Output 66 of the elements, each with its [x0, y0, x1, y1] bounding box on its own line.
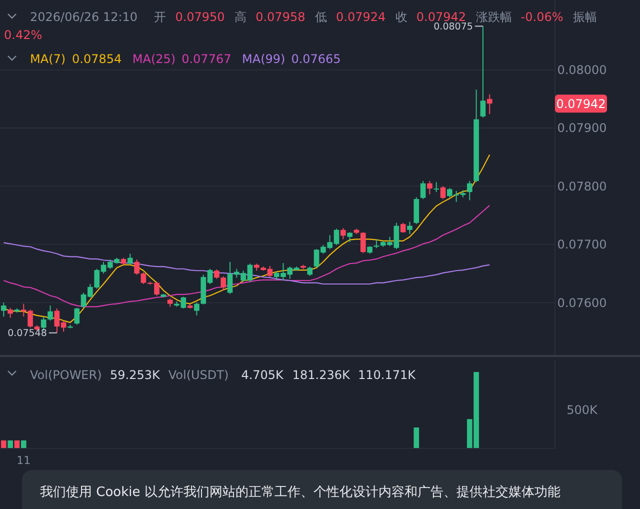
bar — [8, 440, 13, 448]
text: 11 — [16, 454, 31, 467]
y-tick-label: 0.07800 — [557, 179, 607, 194]
annotation: 0.07958 — [256, 10, 306, 24]
annotation: 0.42% — [4, 28, 42, 42]
bar — [14, 440, 20, 448]
annotation: 高 — [234, 10, 247, 24]
candlestick — [480, 26, 486, 118]
y-tick-label: 0.07700 — [557, 238, 607, 252]
annotation: Vol(USDT) — [168, 368, 229, 382]
annotation: 0.08075 — [434, 22, 473, 33]
bar — [20, 440, 26, 448]
annotation: 0.07854 — [72, 52, 122, 66]
bar — [414, 427, 420, 448]
annotation: 181.236K — [292, 368, 352, 382]
annotation: 110.171K — [358, 368, 417, 382]
candlestick — [414, 196, 420, 225]
candlestick — [8, 307, 13, 318]
candlestick — [407, 221, 412, 234]
text: MA(25) — [132, 52, 176, 66]
annotation: 4.705K — [241, 368, 285, 382]
candlestick — [307, 266, 313, 276]
text: MA(7) — [30, 52, 66, 66]
annotation: 59.253K — [110, 368, 161, 382]
annotation: 0.07942 — [416, 10, 466, 24]
candlestick — [420, 180, 426, 200]
text: 振幅 — [573, 10, 597, 24]
annotation: 低 — [315, 10, 327, 24]
candlestick — [48, 305, 53, 322]
annotation: 0.07924 — [336, 10, 386, 24]
annotation: 0.07548 — [8, 328, 47, 340]
candlestick — [486, 94, 492, 115]
annotation: 0.07665 — [291, 52, 341, 66]
candlestick — [466, 180, 472, 201]
candlestick — [220, 276, 226, 291]
candlestick — [347, 232, 352, 243]
candlestick — [74, 307, 80, 326]
y-tick-label: 0.08000 — [557, 63, 607, 78]
candlestick — [127, 253, 133, 266]
line-series — [3, 204, 490, 308]
candlestick — [214, 268, 220, 280]
candlestick — [427, 180, 432, 195]
annotation: 涨跌幅 — [476, 10, 512, 24]
annotation: 收 — [395, 10, 408, 24]
bar — [1, 440, 6, 448]
candlestick — [360, 232, 366, 254]
annotation: 0.07950 — [175, 10, 225, 24]
text: 0.07942 — [556, 96, 606, 111]
annotation: 2026/06/26 12:10 — [30, 10, 138, 24]
y-tick-label: 0.07600 — [557, 296, 607, 310]
candlestick — [400, 222, 406, 234]
candlestick — [134, 259, 140, 276]
text: -0.06% — [520, 10, 564, 24]
candlestick — [194, 302, 200, 316]
candlestick — [340, 228, 346, 240]
annotation: Vol(POWER) — [30, 368, 102, 382]
candlestick — [440, 186, 446, 200]
annotation: 0.07767 — [182, 52, 232, 66]
text: MA(99) — [242, 52, 286, 66]
annotation: 开 — [154, 10, 166, 24]
candlestick — [1, 302, 6, 318]
y-tick-label: 0.07900 — [557, 121, 607, 136]
text: 500K — [566, 403, 599, 418]
text: 我们使用 Cookie 以允许我们网站的正常工作、个性化设计内容和广告、提供社交媒体功能 — [40, 484, 560, 500]
candlestick — [434, 182, 440, 193]
candlestick — [140, 272, 146, 284]
